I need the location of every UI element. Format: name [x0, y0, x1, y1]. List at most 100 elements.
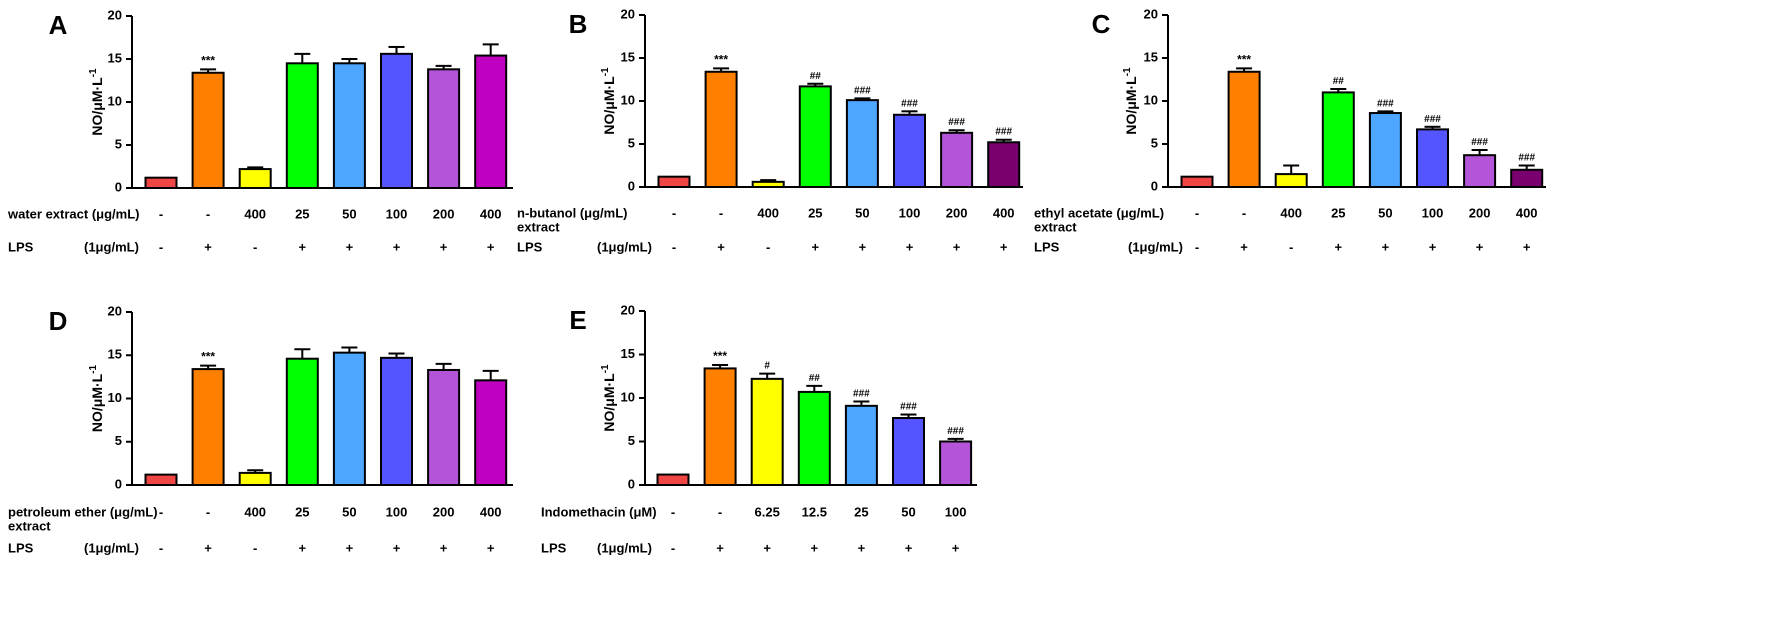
bar: [750, 377, 784, 486]
significance-label: ###: [1518, 153, 1535, 164]
treatment-value: -: [1195, 205, 1199, 220]
panel-c: C 0 5 10 15 20 NO/μM·L-1 - - *** - +400 - ## 25 + ### 50 +…: [1034, 6, 1546, 254]
treatment-value: 100: [386, 206, 408, 221]
bar: [1321, 91, 1355, 188]
bar: [238, 471, 272, 487]
treatment-value: 50: [1378, 205, 1392, 220]
treatment-value: 50: [342, 504, 356, 519]
y-axis-label-exponent: -1: [600, 364, 611, 373]
significance-label: ###: [1424, 114, 1441, 125]
lps-value: +: [812, 239, 820, 254]
lps-value: +: [1335, 239, 1343, 254]
lps-value: +: [952, 540, 960, 555]
bar: [987, 141, 1021, 188]
y-tick-label: 15: [621, 346, 635, 361]
lps-value: -: [672, 239, 676, 254]
panel-letter: A: [49, 10, 68, 40]
treatment-value: 200: [433, 504, 455, 519]
significance-label: ##: [810, 71, 822, 82]
y-tick-label: 5: [628, 433, 635, 448]
bar: [657, 175, 691, 188]
bar: [798, 85, 832, 188]
lps-value: -: [253, 540, 257, 555]
y-tick-label: 0: [115, 179, 122, 194]
lps-value: +: [905, 540, 913, 555]
panel-e: E 0 5 10 15 20 NO/μM·L-1 - - *** - + #6.25 + ## 12.5 + ##…: [541, 302, 977, 555]
significance-label: ##: [1333, 76, 1345, 87]
treatment-value: 25: [295, 206, 309, 221]
bar: [1510, 168, 1544, 189]
bar: [1416, 128, 1449, 189]
bar: [1274, 173, 1308, 189]
bar: [332, 62, 366, 189]
lps-value: +: [1240, 239, 1248, 254]
y-axis-label: NO/μM·L-1: [600, 67, 617, 135]
lps-value: +: [1000, 239, 1008, 254]
y-tick-label: 10: [621, 389, 635, 404]
lps-value: +: [1523, 239, 1531, 254]
y-tick-label: 0: [628, 476, 635, 491]
y-tick-label: 15: [108, 347, 122, 362]
lps-dose-label: (1μg/mL): [1128, 239, 1183, 254]
lps-value: -: [1289, 239, 1293, 254]
lps-value: +: [299, 540, 307, 555]
y-axis-label-exponent: -1: [88, 68, 99, 77]
y-tick-label: 0: [628, 178, 635, 193]
treatment-value: -: [1242, 205, 1246, 220]
significance-label: ###: [1377, 98, 1394, 109]
y-tick-label: 20: [108, 7, 122, 22]
significance-label: ##: [809, 373, 821, 384]
bar: [144, 176, 178, 189]
lps-value: +: [1476, 239, 1484, 254]
y-tick-label: 10: [621, 92, 635, 107]
y-tick-label: 5: [115, 433, 122, 448]
lps-value: +: [716, 540, 724, 555]
treatment-value: 25: [295, 504, 309, 519]
treatment-value: -: [719, 205, 723, 220]
bar: [427, 68, 461, 189]
significance-label: ###: [948, 117, 965, 128]
bar: [474, 54, 508, 190]
lps-value: +: [393, 540, 401, 555]
panel-a: A 0 5 10 15 20 NO/μM·L-1 - - *** - +400 - 25 +50 +100 +2…: [7, 7, 513, 254]
significance-label: ###: [1471, 137, 1488, 148]
lps-value: -: [1195, 239, 1199, 254]
treatment-value: 200: [946, 205, 968, 220]
lps-value: -: [671, 540, 675, 555]
bar: [191, 368, 225, 486]
treatment-value: 25: [854, 504, 868, 519]
significance-label: ***: [201, 350, 215, 364]
lps-value: +: [346, 239, 354, 254]
lps-value: +: [440, 540, 448, 555]
treatment-value: 50: [342, 206, 356, 221]
treatment-value: 400: [480, 206, 502, 221]
treatment-value: -: [206, 504, 210, 519]
significance-label: ###: [901, 98, 918, 109]
lps-value: +: [858, 540, 866, 555]
treatment-label: ethyl acetate (μg/mL): [1034, 205, 1164, 220]
significance-label: ***: [1237, 52, 1251, 66]
lps-value: +: [487, 540, 495, 555]
lps-dose-label: (1μg/mL): [84, 239, 139, 254]
treatment-value: -: [671, 504, 675, 519]
bar: [703, 367, 737, 487]
lps-value: +: [859, 239, 867, 254]
bar: [892, 417, 925, 487]
panel-b: B 0 5 10 15 20 NO/μM·L-1 - - *** - +400 - ## 25 + ### 50 +…: [517, 6, 1023, 254]
lps-value: -: [253, 239, 257, 254]
bar: [474, 379, 508, 486]
y-axis-label-exponent: -1: [1122, 67, 1133, 76]
lps-label: LPS: [541, 540, 567, 555]
panel-letter: C: [1092, 9, 1111, 39]
lps-value: +: [953, 239, 961, 254]
treatment-value: 400: [757, 205, 779, 220]
bar: [427, 368, 461, 486]
y-tick-label: 15: [1144, 49, 1158, 64]
bar: [380, 52, 413, 190]
significance-label: ***: [201, 53, 215, 67]
treatment-value: 25: [1331, 205, 1345, 220]
treatment-label-line2: extract: [1034, 219, 1077, 234]
y-axis-label-main: NO/μM·L: [89, 373, 105, 432]
treatment-value: 200: [1469, 205, 1491, 220]
